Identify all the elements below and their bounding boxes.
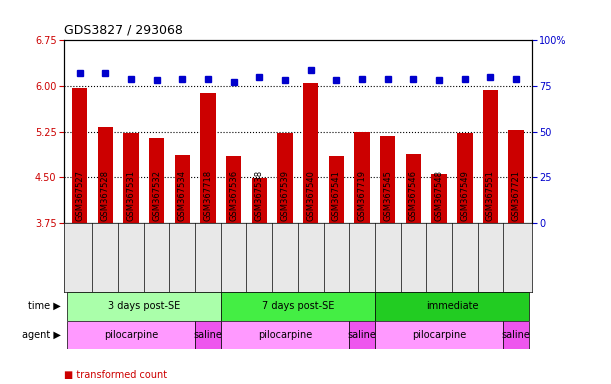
Bar bbox=[303, 83, 318, 223]
Text: time ▶: time ▶ bbox=[28, 301, 61, 311]
Text: GDS3827 / 293068: GDS3827 / 293068 bbox=[64, 23, 183, 36]
Bar bbox=[349, 321, 375, 349]
Bar bbox=[149, 137, 164, 223]
Text: agent ▶: agent ▶ bbox=[22, 330, 61, 340]
Text: 7 days post-SE: 7 days post-SE bbox=[262, 301, 334, 311]
Text: 3 days post-SE: 3 days post-SE bbox=[108, 301, 180, 311]
Bar bbox=[72, 88, 87, 223]
Bar bbox=[508, 130, 524, 223]
Bar bbox=[329, 156, 344, 223]
Bar bbox=[175, 155, 190, 223]
Bar bbox=[380, 136, 395, 223]
Bar bbox=[252, 178, 267, 223]
Bar bbox=[431, 174, 447, 223]
Text: pilocarpine: pilocarpine bbox=[412, 330, 466, 340]
Text: saline: saline bbox=[194, 330, 222, 340]
Bar bbox=[98, 127, 113, 223]
Bar bbox=[200, 93, 216, 223]
Bar bbox=[195, 321, 221, 349]
Bar bbox=[221, 292, 375, 321]
Text: ■ transformed count: ■ transformed count bbox=[64, 370, 167, 380]
Bar bbox=[406, 154, 421, 223]
Bar bbox=[67, 321, 195, 349]
Bar bbox=[123, 133, 139, 223]
Text: saline: saline bbox=[502, 330, 530, 340]
Bar bbox=[354, 131, 370, 223]
Bar bbox=[277, 133, 293, 223]
Bar bbox=[503, 321, 529, 349]
Text: saline: saline bbox=[348, 330, 376, 340]
Text: immediate: immediate bbox=[426, 301, 478, 311]
Bar bbox=[483, 90, 498, 223]
Bar bbox=[375, 321, 503, 349]
Bar bbox=[226, 156, 241, 223]
Text: pilocarpine: pilocarpine bbox=[258, 330, 312, 340]
Bar bbox=[221, 321, 349, 349]
Text: pilocarpine: pilocarpine bbox=[104, 330, 158, 340]
Bar bbox=[457, 133, 472, 223]
Bar bbox=[67, 292, 221, 321]
Bar bbox=[375, 292, 529, 321]
